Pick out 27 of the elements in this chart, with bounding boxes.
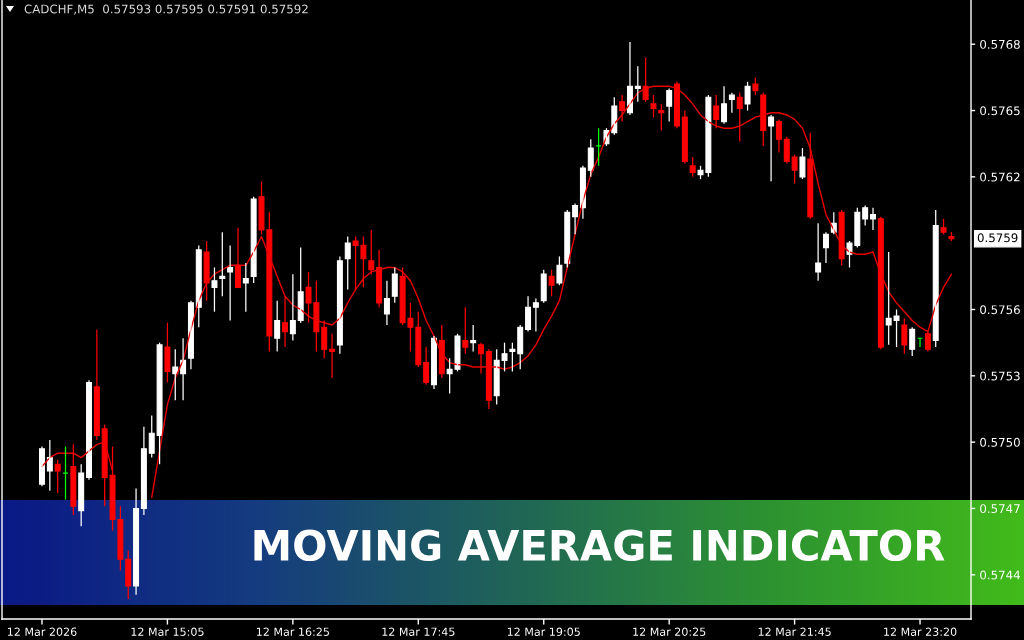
x-tick-label: 12 Mar 19:05 — [507, 627, 580, 636]
candlestick — [744, 81, 751, 112]
y-tick-label: 0.5744 — [980, 570, 1020, 580]
y-tick-label: 0.5750 — [980, 437, 1020, 447]
y-tick-label: 0.5753 — [980, 371, 1020, 381]
candlestick — [862, 204, 869, 227]
y-tick-label: 0.5756 — [980, 305, 1020, 315]
candlestick — [650, 94, 657, 118]
x-tick-label: 12 Mar 21:45 — [758, 627, 831, 636]
x-tick-label: 12 Mar 23:20 — [884, 627, 957, 636]
candlestick — [799, 147, 806, 180]
x-tick-label: 12 Mar 16:25 — [256, 627, 329, 636]
text: MOVING AVERAGE INDICATOR — [254, 529, 945, 562]
candlestick — [164, 322, 171, 384]
x-tick-label: 12 Mar 20:25 — [633, 627, 706, 636]
text: 0.5759 — [977, 233, 1018, 243]
x-tick-label: 12 Mar 2026 — [7, 627, 77, 636]
y-tick-label: 0.5768 — [980, 39, 1020, 49]
chart-subtitle: CADCHF,M5 0.57593 0.57595 0.57591 0.57592 — [24, 4, 308, 15]
y-tick-label: 0.5762 — [980, 172, 1020, 182]
y-tick-label: 0.5765 — [980, 106, 1020, 116]
x-tick-label: 12 Mar 17:45 — [382, 627, 455, 636]
candlestick — [211, 266, 218, 313]
x-tick-label: 12 Mar 15:05 — [131, 627, 204, 636]
y-tick-label: 0.5747 — [980, 504, 1020, 514]
candlestick — [548, 269, 555, 297]
candlestick — [242, 262, 249, 313]
